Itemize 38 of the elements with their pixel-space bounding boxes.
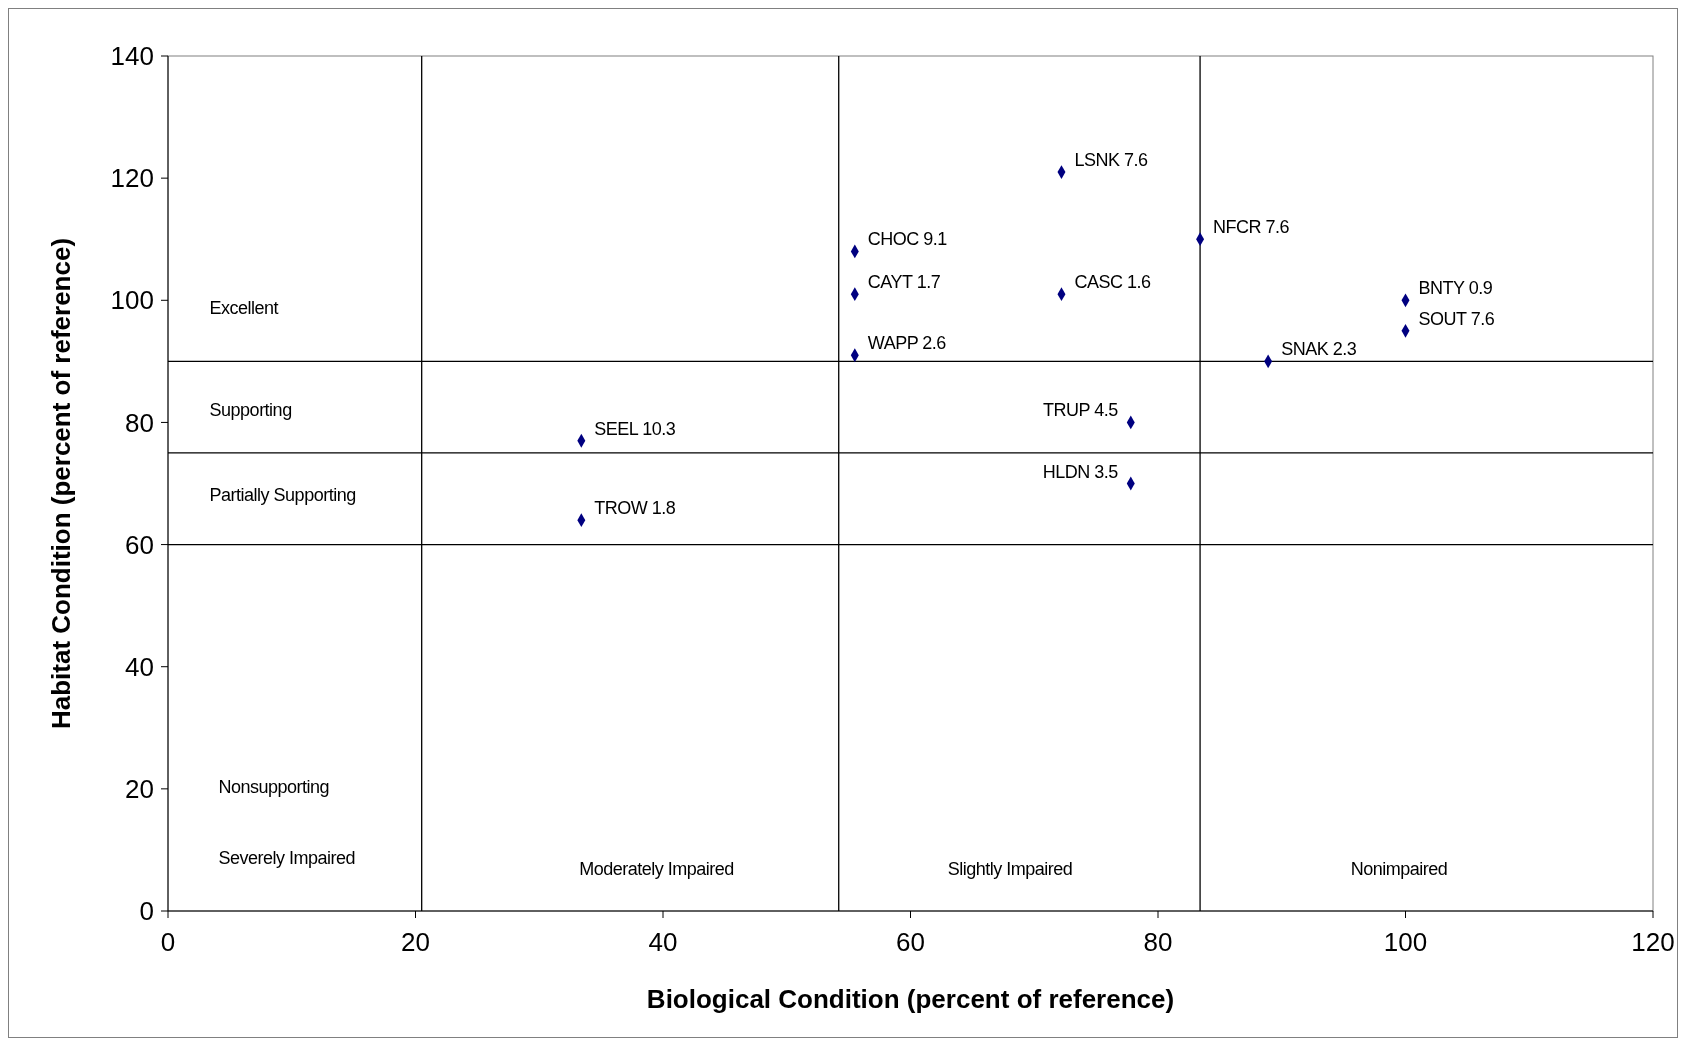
data-label: NFCR 7.6 xyxy=(1213,217,1290,238)
annotation: Moderately Impaired xyxy=(579,858,734,879)
y-tick-label: 80 xyxy=(125,407,154,438)
data-label: TROW 1.8 xyxy=(594,498,676,519)
x-axis-title: Biological Condition (percent of reference) xyxy=(646,984,1175,1014)
data-label: LSNK 7.6 xyxy=(1074,150,1149,171)
y-tick-label: 60 xyxy=(125,529,154,560)
x-tick-label: 40 xyxy=(648,927,678,957)
data-label: BNTY 0.9 xyxy=(1418,278,1493,299)
data-label: SEEL 10.3 xyxy=(594,418,676,439)
data-label: WAPP 2.6 xyxy=(867,333,947,354)
annotation: Severely Impaired xyxy=(218,848,356,869)
data-label: TRUP 4.5 xyxy=(1043,400,1119,421)
data-label: SOUT 7.6 xyxy=(1418,308,1495,329)
y-axis-title: Habitat Condition (percent of reference) xyxy=(46,237,76,730)
annotation: Supporting xyxy=(209,400,292,421)
y-tick-label: 100 xyxy=(110,285,154,316)
data-label: CAYT 1.7 xyxy=(867,272,941,293)
y-tick-label: 20 xyxy=(125,773,154,804)
x-tick-label: 120 xyxy=(1631,927,1675,957)
data-label: SNAK 2.3 xyxy=(1281,339,1357,360)
annotation: Partially Supporting xyxy=(209,484,356,505)
y-tick-label: 0 xyxy=(139,896,154,927)
y-tick-label: 120 xyxy=(110,163,154,194)
x-tick-label: 20 xyxy=(401,927,430,957)
x-tick-label: 80 xyxy=(1143,927,1173,957)
annotation: Slightly Impaired xyxy=(947,858,1073,879)
data-label: CHOC 9.1 xyxy=(867,229,948,250)
data-label: HLDN 3.5 xyxy=(1042,461,1119,482)
y-tick-label: 140 xyxy=(110,41,154,72)
annotation: Excellent xyxy=(209,297,279,318)
y-tick-label: 40 xyxy=(125,651,154,682)
x-tick-label: 100 xyxy=(1383,927,1428,957)
annotation: Nonsupporting xyxy=(218,777,330,798)
annotation: Nonimpaired xyxy=(1350,858,1448,879)
data-label: CASC 1.6 xyxy=(1074,272,1151,293)
x-tick-label: 0 xyxy=(160,927,176,957)
x-tick-label: 60 xyxy=(896,927,925,957)
